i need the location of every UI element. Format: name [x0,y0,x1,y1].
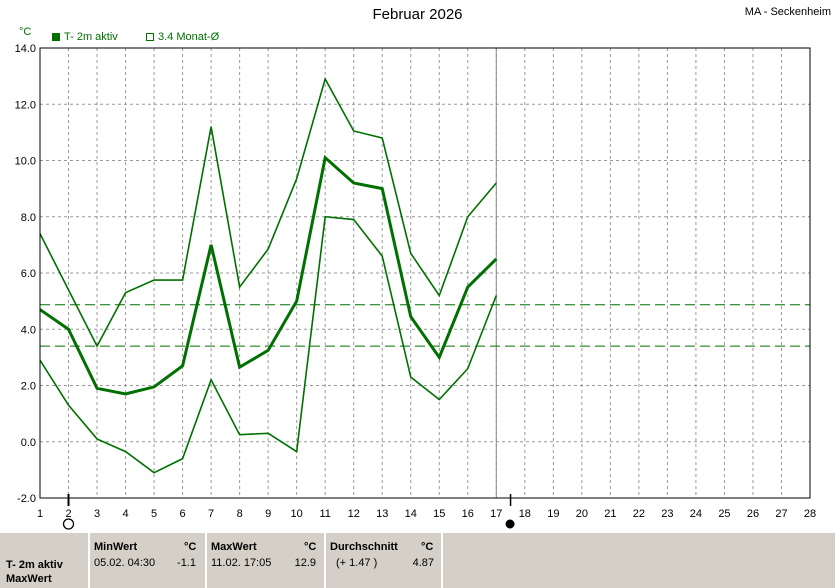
avg-delta: (+ 1.47 ) [336,557,378,569]
stats-panel: T- 2m aktiv MaxWert MinWert °C 05.02. 04… [0,533,835,588]
max-unit: °C [304,541,317,553]
max-header: MaxWert [211,541,257,553]
station-name: MA - Seckenheim [744,6,831,18]
y-tick-label: 0.0 [21,437,36,449]
x-tick-label: 21 [604,508,616,520]
x-tick-label: 19 [547,508,559,520]
y-tick-label: 14.0 [15,43,36,55]
x-tick-label: 16 [462,508,474,520]
temperature-chart: -2.00.02.04.06.08.010.012.014.01 2 3 4 5 6 7 8 9… [15,43,817,530]
y-tick-label: 10.0 [15,156,36,168]
y-tick-label: 6.0 [21,268,36,280]
x-tick-label: 27 [775,508,787,520]
row-label-maxwert: MaxWert [6,573,52,585]
x-tick-label: 10 [291,508,303,520]
x-tick-label: 3 [94,508,100,520]
chart-title: Februar 2026 [372,6,463,23]
max-value: 12.9 [294,557,316,569]
chart-axes: -2.00.02.04.06.08.010.012.014.01 2 3 4 5 6 7 8 9… [15,43,817,520]
x-tick-label: 20 [576,508,588,520]
legend-item-month-avg: 3.4 Monat-Ø [146,31,219,43]
min-day-marker-icon [62,518,75,530]
legend-label-current: T- 2m aktiv [64,31,118,43]
y-tick-label: -2.0 [17,493,36,505]
chart-series [39,76,498,474]
today-marker-icon [505,519,515,529]
min-header: MinWert [94,541,138,553]
max-datetime: 11.02. 17:05 [211,557,272,569]
x-tick-label: 26 [747,508,759,520]
plot-frame [39,47,811,499]
x-tick-label: 5 [151,508,157,520]
avg-header: Durchschnitt [330,541,398,553]
x-tick-label: 1 [37,508,43,520]
chart-markers [62,494,515,530]
y-tick-label: 8.0 [21,212,36,224]
x-tick-label: 11 [319,508,330,520]
x-tick-label: 4 [122,508,128,520]
x-tick-label: 24 [690,508,702,520]
panel-divider [88,533,90,588]
x-tick-label: 23 [661,508,673,520]
legend-label-month-avg: 3.4 Monat-Ø [158,31,220,43]
series-line-mean [39,154,498,396]
x-tick-label: 25 [718,508,730,520]
series-line-max [39,76,497,348]
legend-open-square-icon [146,33,154,41]
y-tick-label: 2.0 [21,381,36,393]
series-line-min [39,215,498,474]
min-value: -1.1 [177,557,196,569]
x-tick-label: 28 [804,508,816,520]
chart-grid [40,48,810,498]
x-tick-label: 7 [208,508,214,520]
min-unit: °C [184,541,197,553]
legend-item-current: T- 2m aktiv [52,31,118,43]
avg-unit: °C [421,541,434,553]
avg-value: 4.87 [412,557,434,569]
row-label-current: T- 2m aktiv [6,559,63,571]
reference-lines [40,304,810,347]
panel-divider [205,533,207,588]
min-datetime: 05.02. 04:30 [94,557,156,569]
x-tick-label: 13 [376,508,388,520]
x-tick-label: 2 [65,508,71,520]
x-tick-label: 15 [433,508,445,520]
x-tick-label: 8 [237,508,243,520]
x-tick-label: 18 [519,508,531,520]
x-tick-label: 14 [405,508,417,520]
y-tick-label: 4.0 [21,324,36,336]
legend-filled-square-icon [52,33,60,41]
y-axis-unit: °C [19,26,32,38]
x-tick-label: 6 [180,508,186,520]
x-tick-label: 12 [348,508,360,520]
x-tick-label: 9 [265,508,271,520]
x-tick-label: 17 [490,508,502,520]
panel-divider [324,533,326,588]
y-tick-label: 12.0 [15,99,36,111]
panel-divider [441,533,443,588]
x-tick-label: 22 [633,508,645,520]
